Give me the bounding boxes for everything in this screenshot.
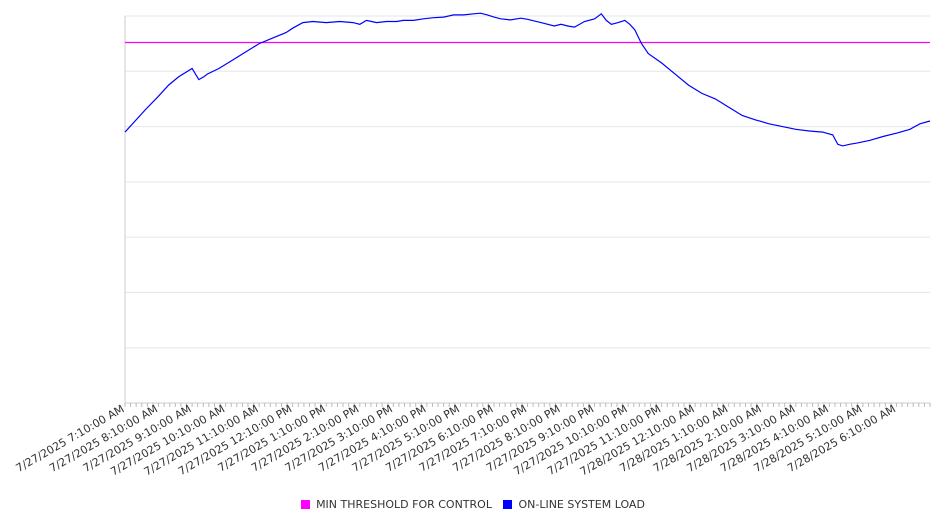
legend-swatch-threshold: [301, 500, 311, 509]
legend-label-system-load: ON-LINE SYSTEM LOAD: [518, 498, 645, 511]
gridlines: [125, 15, 930, 404]
legend-label-threshold: MIN THRESHOLD FOR CONTROL: [316, 498, 492, 511]
legend-item-threshold[interactable]: MIN THRESHOLD FOR CONTROL: [301, 498, 492, 511]
legend-swatch-system-load: [503, 500, 513, 509]
x-tick-labels: 7/27/2025 7:10:00 AM7/27/2025 8:10:00 AM…: [14, 402, 898, 478]
axes: [124, 16, 931, 407]
system-load-line: [124, 12, 931, 147]
series-group: [124, 12, 931, 147]
legend-item-system-load[interactable]: ON-LINE SYSTEM LOAD: [503, 498, 645, 511]
legend: MIN THRESHOLD FOR CONTROL ON-LINE SYSTEM…: [0, 498, 946, 512]
